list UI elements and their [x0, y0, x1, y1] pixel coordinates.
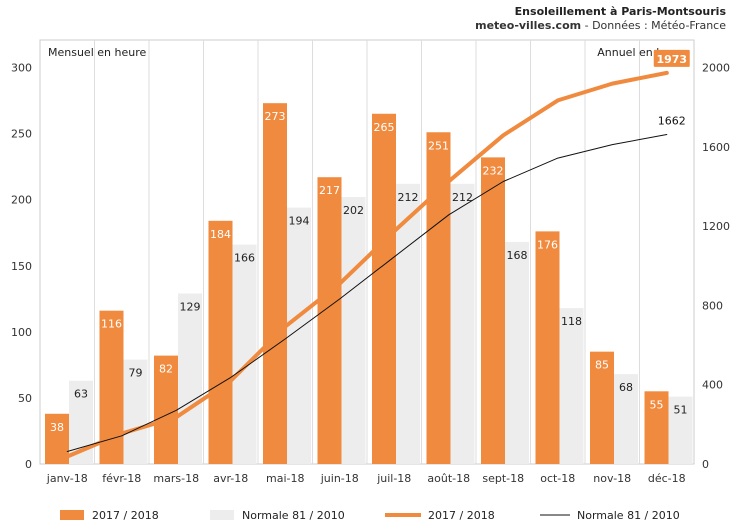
- left-tick-label: 50: [18, 392, 32, 405]
- left-tick-label: 250: [11, 128, 32, 141]
- x-tick-label: sept-18: [482, 472, 524, 485]
- chart-header: Ensoleillement à Paris-Montsouris meteo-…: [475, 5, 726, 32]
- bar-label-2017-2018: 55: [650, 398, 664, 411]
- bar-label-normale: 212: [452, 191, 473, 204]
- right-tick-label: 2000: [702, 62, 730, 75]
- left-tick-label: 0: [25, 458, 32, 471]
- x-tick-label: nov-18: [593, 472, 631, 485]
- bar-label-2017-2018: 116: [101, 318, 122, 331]
- grid-lines: [94, 40, 640, 464]
- right-tick-label: 400: [702, 379, 723, 392]
- bar-normale: [559, 308, 584, 464]
- bar-normale: [450, 183, 475, 464]
- bar-2017-2018: [590, 351, 614, 464]
- bar-normale: [341, 197, 366, 465]
- right-tick-label: 1200: [702, 220, 730, 233]
- bar-label-2017-2018: 217: [319, 184, 340, 197]
- left-tick-label: 200: [11, 194, 32, 207]
- left-axis-label: Mensuel en heure: [48, 46, 146, 59]
- bar-2017-2018: [481, 157, 505, 464]
- source-site: meteo-villes.com: [475, 19, 581, 32]
- bar-2017-2018: [426, 132, 451, 465]
- left-tick-label: 150: [11, 260, 32, 273]
- source-credit: - Données : Météo-France: [581, 19, 726, 32]
- bar-normale: [614, 374, 638, 464]
- bar-2017-2018: [372, 113, 396, 464]
- bar-2017-2018: [208, 220, 233, 464]
- bar-normale: [287, 207, 311, 464]
- bars: [45, 103, 693, 465]
- x-tick-label: juil-18: [376, 472, 411, 485]
- x-tick-label: déc-18: [648, 472, 686, 485]
- bar-label-2017-2018: 176: [537, 238, 558, 251]
- bar-label-2017-2018: 265: [374, 121, 395, 134]
- end-label-2017-2018: 1973: [656, 53, 687, 66]
- bar-label-2017-2018: 82: [159, 363, 173, 376]
- x-tick-label: mai-18: [266, 472, 304, 485]
- bar-label-normale: 212: [398, 191, 419, 204]
- right-tick-label: 800: [702, 299, 723, 312]
- x-tick-label: juin-18: [320, 472, 359, 485]
- bar-2017-2018: [644, 391, 669, 464]
- right-tick-label: 0: [702, 458, 709, 471]
- bar-2017-2018: [535, 231, 560, 464]
- bar-normale: [232, 244, 257, 464]
- legend-entry: Normale 81 / 2010: [242, 509, 345, 522]
- bar-label-normale: 202: [343, 204, 364, 217]
- line-2017-2018: [65, 70, 669, 459]
- right-tick-label: 1600: [702, 141, 730, 154]
- legend-entry: Normale 81 / 2010: [577, 509, 680, 522]
- bar-label-normale: 68: [619, 381, 633, 394]
- left-tick-label: 100: [11, 326, 32, 339]
- end-label-box-normale: [652, 111, 691, 129]
- bar-label-2017-2018: 85: [595, 359, 609, 372]
- legend-entry: 2017 / 2018: [92, 509, 159, 522]
- bar-label-normale: 194: [289, 215, 310, 228]
- bar-label-normale: 118: [561, 315, 582, 328]
- bar-label-2017-2018: 184: [210, 228, 231, 241]
- legend-swatch: [210, 510, 234, 520]
- bar-normale: [178, 293, 202, 464]
- left-axis-ticks: 0 50 100 150 200 250 300: [11, 62, 32, 472]
- bar-2017-2018: [317, 177, 342, 464]
- legend-entry: 2017 / 2018: [428, 509, 495, 522]
- bar-label-2017-2018: 38: [50, 421, 64, 434]
- bar-label-2017-2018: 251: [428, 139, 449, 152]
- chart-source: meteo-villes.com - Données : Météo-Franc…: [475, 19, 726, 32]
- x-tick-label: avr-18: [213, 472, 248, 485]
- bar-label-normale: 168: [507, 249, 528, 262]
- x-tick-label: janv-18: [46, 472, 88, 485]
- bar-2017-2018: [263, 103, 287, 464]
- chart-title: Ensoleillement à Paris-Montsouris: [515, 5, 727, 18]
- bar-label-normale: 79: [129, 367, 143, 380]
- bar-normale: [123, 359, 148, 464]
- x-tick-label: mars-18: [153, 472, 199, 485]
- x-tick-label: févr-18: [102, 472, 141, 485]
- x-tick-label: août-18: [427, 472, 470, 485]
- left-tick-label: 300: [11, 62, 32, 75]
- bar-normale: [396, 183, 420, 464]
- end-label-normale: 1662: [658, 115, 686, 128]
- line-end-labels: 1973 1662: [652, 49, 691, 129]
- bar-normale: [668, 396, 693, 464]
- legend: 2017 / 2018 Normale 81 / 2010 2017 / 2018 N…: [60, 509, 680, 522]
- right-axis-ticks: 0 400 800 1200 1600 2000: [702, 62, 730, 472]
- bar-2017-2018: [154, 355, 178, 464]
- bar-label-2017-2018: 273: [265, 110, 286, 123]
- end-label-box-2017-2018: [653, 49, 690, 67]
- bar-label-normale: 129: [180, 301, 201, 314]
- bar-label-normale: 166: [234, 252, 255, 265]
- x-axis-ticks: janv-18 févr-18 mars-18 avr-18 mai-18 juin-18…: [46, 472, 686, 485]
- cumulative-lines: [65, 70, 669, 459]
- bar-2017-2018: [45, 413, 69, 464]
- x-tick-label: oct-18: [540, 472, 575, 485]
- line-normale: [66, 134, 668, 452]
- bar-label-normale: 63: [74, 388, 88, 401]
- bar-normale: [505, 241, 529, 464]
- bar-label-normale: 51: [674, 404, 688, 417]
- legend-swatch: [60, 510, 84, 520]
- bar-label-2017-2018: 232: [483, 164, 504, 177]
